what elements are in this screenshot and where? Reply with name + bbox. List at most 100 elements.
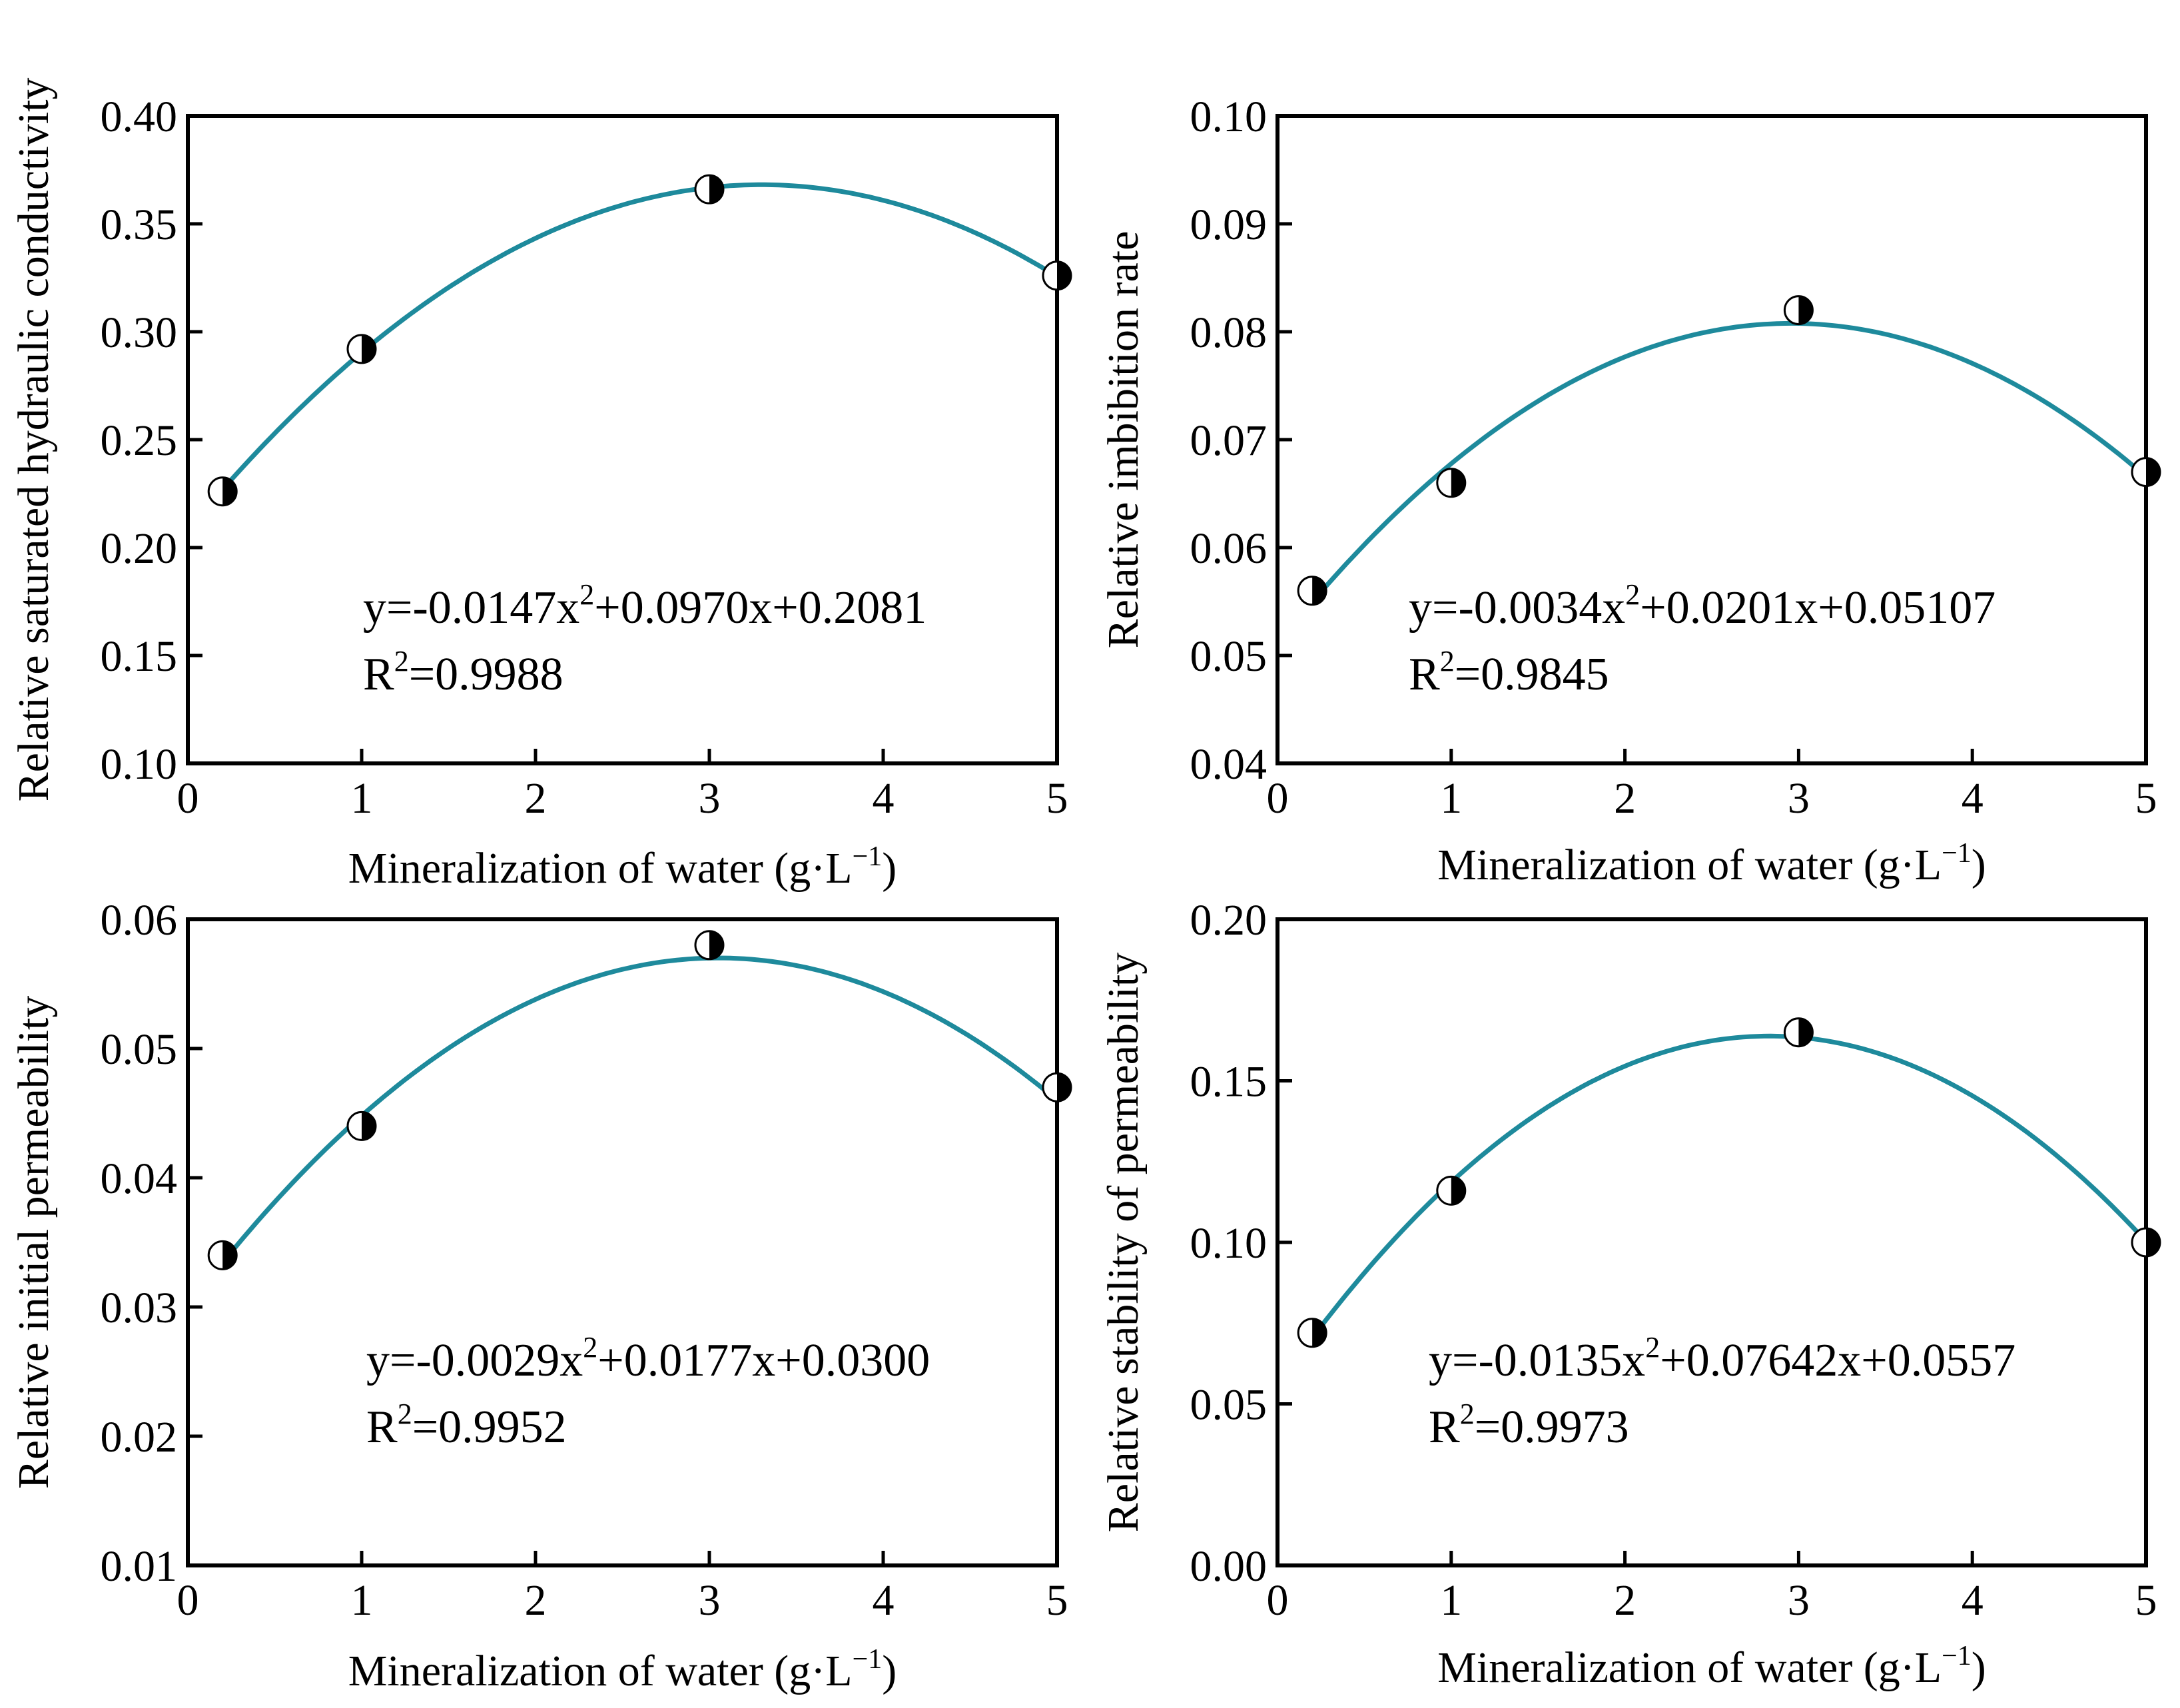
plot-frame [1275, 114, 2148, 765]
data-point-fill [1451, 468, 1465, 497]
data-point-ring [1436, 1175, 1467, 1206]
data-point-ring [207, 476, 238, 507]
fit-equation: y=-0.0034x2+0.0201x+0.05107 [1409, 578, 1996, 634]
fit-curve [1310, 320, 2148, 604]
x-tick-label: 2 [1614, 1576, 1636, 1625]
x-axis-title: Mineralization of water (g·L−1) [1437, 838, 1986, 889]
x-tick-label: 4 [1962, 1576, 1984, 1625]
chart-panel-a: 0 1 2 3 4 5 0.10 0.15 0.20 0.25 0.30 0.35 0.40 y=-0.0… [9, 78, 1072, 893]
x-tick-label: 2 [525, 774, 547, 823]
data-point-ring [1436, 468, 1467, 498]
chart-panel-b: 0 1 2 3 4 5 0.04 0.05 0.06 0.07 0.08 0.09 0.10 y=-0.0… [1099, 93, 2161, 889]
plot-frame [186, 917, 1059, 1567]
data-point [1297, 1318, 1327, 1348]
fit-curve [220, 182, 1058, 492]
data-point-fill [1798, 296, 1813, 324]
x-tick-label: 5 [2135, 1576, 2157, 1625]
data-point-fill [1057, 261, 1071, 290]
x-tick-label: 0 [1267, 1576, 1289, 1625]
chart-panel-c: 0 1 2 3 4 5 0.01 0.02 0.03 0.04 0.05 0.06 y=-0.0029x… [9, 896, 1072, 1695]
y-tick-label: 0.02 [101, 1413, 178, 1462]
data-point [207, 476, 238, 507]
data-point-ring [1042, 1072, 1072, 1102]
y-tick-label: 0.10 [101, 740, 178, 789]
data-point-fill [222, 1241, 237, 1270]
data-point-ring [1783, 295, 1814, 326]
x-tick-label: 3 [699, 1576, 721, 1625]
x-axis-title: Mineralization of water (g·L−1) [1437, 1641, 1986, 1692]
y-tick-label: 0.01 [101, 1542, 178, 1591]
data-point-ring [694, 930, 725, 961]
data-point [1042, 260, 1072, 291]
data-point [694, 930, 725, 961]
x-axis-title: Mineralization of water (g·L−1) [348, 841, 897, 893]
r-squared: R2=0.9988 [363, 645, 563, 700]
data-point [207, 1240, 238, 1270]
y-tick-label: 0.25 [101, 416, 178, 465]
y-tick-label: 0.10 [1190, 1219, 1268, 1268]
y-tick-label: 0.05 [101, 1025, 178, 1074]
data-point-fill [1451, 1176, 1465, 1205]
data-point-fill [362, 334, 376, 363]
data-point-ring [1042, 260, 1072, 291]
x-tick-label: 5 [2135, 774, 2157, 823]
y-tick-label: 0.20 [101, 524, 178, 573]
x-tick-label: 3 [699, 774, 721, 823]
data-point [1436, 1175, 1467, 1206]
data-point-fill [1798, 1018, 1813, 1047]
x-tick-label: 1 [1440, 1576, 1462, 1625]
y-tick-label: 0.15 [101, 632, 178, 681]
y-tick-label: 0.06 [1190, 524, 1268, 573]
fit-equation: y=-0.0147x2+0.0970x+0.2081 [363, 578, 926, 634]
y-tick-label: 0.35 [101, 201, 178, 249]
data-point [694, 174, 725, 205]
x-tick-label: 0 [177, 774, 199, 823]
data-point-fill [222, 477, 237, 506]
y-tick-label: 0.03 [101, 1284, 178, 1332]
x-tick-label: 0 [177, 1576, 199, 1625]
x-tick-label: 5 [1046, 774, 1068, 823]
data-point-ring [346, 1110, 377, 1141]
x-tick-label: 1 [351, 774, 373, 823]
x-tick-label: 1 [1440, 774, 1462, 823]
x-tick-label: 3 [1788, 1576, 1810, 1625]
x-tick-label: 0 [1267, 774, 1289, 823]
x-tick-label: 3 [1788, 774, 1810, 823]
y-tick-label: 0.05 [1190, 632, 1268, 681]
data-point [1042, 1072, 1072, 1102]
y-axis-title: Relative saturated hydraulic conductivit… [9, 78, 58, 802]
y-tick-label: 0.10 [1190, 93, 1268, 141]
data-point-ring [1297, 1318, 1327, 1348]
data-point [2131, 1227, 2161, 1258]
r-squared: R2=0.9973 [1429, 1398, 1629, 1453]
data-point [1436, 468, 1467, 498]
data-point [1783, 1017, 1814, 1048]
x-tick-label: 4 [873, 774, 895, 823]
y-tick-label: 0.05 [1190, 1381, 1268, 1430]
data-point-ring [694, 174, 725, 205]
data-point-fill [709, 931, 723, 959]
r-squared: R2=0.9845 [1409, 645, 1609, 700]
fit-curve [220, 955, 1059, 1264]
fit-equation: y=-0.0029x2+0.0177x+0.0300 [366, 1331, 930, 1386]
plot-frame [1275, 917, 2148, 1567]
data-point-ring [2131, 1227, 2161, 1258]
r-squared: R2=0.9952 [366, 1398, 567, 1453]
y-tick-label: 0.08 [1190, 308, 1268, 357]
data-point-fill [2146, 1228, 2160, 1256]
y-tick-label: 0.20 [1190, 896, 1268, 945]
y-tick-label: 0.40 [101, 93, 178, 141]
data-point [346, 1110, 377, 1141]
x-tick-label: 1 [351, 1576, 373, 1625]
y-tick-label: 0.15 [1190, 1058, 1268, 1106]
y-tick-label: 0.00 [1190, 1542, 1268, 1591]
data-point-ring [346, 334, 377, 364]
data-point-fill [1312, 1318, 1327, 1347]
x-axis-title: Mineralization of water (g·L−1) [348, 1644, 897, 1695]
x-tick-label: 4 [1962, 774, 1984, 823]
data-point-ring [1297, 576, 1327, 606]
y-tick-label: 0.09 [1190, 201, 1268, 249]
y-axis-title: Relative stability of permeability [1099, 953, 1148, 1533]
data-point-fill [2146, 458, 2160, 486]
